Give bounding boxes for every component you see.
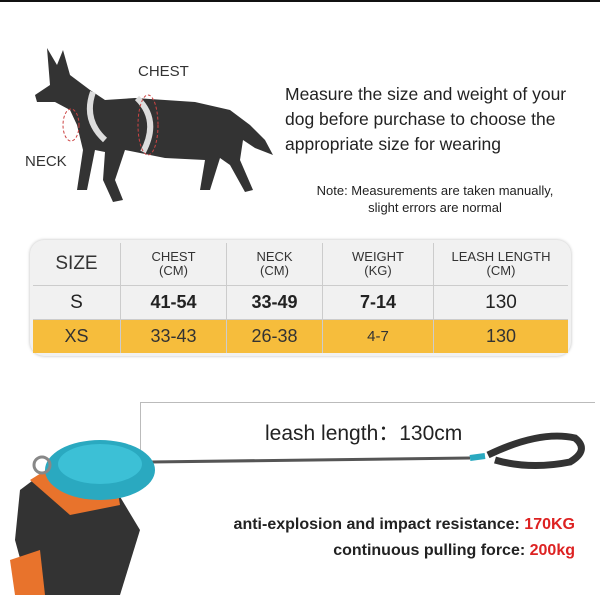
chest-label: CHEST bbox=[138, 63, 189, 80]
leash-measure-tick bbox=[140, 402, 141, 457]
note-line-2: slight errors are normal bbox=[368, 200, 502, 215]
cell-size: XS bbox=[33, 319, 121, 353]
cell-neck: 26-38 bbox=[226, 319, 323, 353]
cell-size: S bbox=[33, 285, 121, 320]
header-unit: (CM) bbox=[260, 263, 289, 278]
top-border bbox=[0, 0, 600, 2]
header-unit: (CM) bbox=[486, 263, 516, 278]
header-label: WEIGHT bbox=[352, 249, 404, 264]
neck-label: NECK bbox=[25, 153, 67, 170]
cell-leash: 130 bbox=[433, 319, 568, 353]
header-label: LEASH LENGTH bbox=[451, 249, 551, 264]
header-chest: CHEST (CM) bbox=[120, 243, 227, 286]
cell-weight: 4-7 bbox=[322, 319, 434, 353]
header-leash-length: LEASH LENGTH (CM) bbox=[433, 243, 568, 286]
harness-leash-product-image bbox=[10, 432, 585, 595]
spec-text: anti-explosion and impact resistance: bbox=[233, 516, 525, 533]
cell-chest: 33-43 bbox=[120, 319, 227, 353]
cell-leash: 130 bbox=[433, 285, 568, 320]
note-line-1: Note: Measurements are taken manually, bbox=[316, 183, 554, 198]
header-unit: (KG) bbox=[364, 263, 392, 278]
intro-text: Measure the size and weight of your dog … bbox=[285, 84, 567, 154]
leash-length-label: leash length：130cm bbox=[265, 422, 463, 445]
cell-chest: 41-54 bbox=[120, 285, 227, 320]
spec-text: continuous pulling force: bbox=[333, 542, 530, 559]
spec-value: 170KG bbox=[524, 516, 575, 533]
impact-resistance-spec: anti-explosion and impact resistance: 17… bbox=[234, 516, 575, 534]
header-label: NECK bbox=[256, 249, 293, 264]
cell-neck: 33-49 bbox=[226, 285, 323, 320]
header-weight: WEIGHT (KG) bbox=[322, 243, 434, 286]
table-row: S 41-54 33-49 7-14 130 bbox=[33, 285, 568, 320]
header-neck: NECK (CM) bbox=[226, 243, 323, 286]
dog-silhouette-illustration bbox=[35, 48, 273, 202]
pulling-force-spec: continuous pulling force: 200kg bbox=[333, 542, 575, 560]
table-row-highlighted: XS 33-43 26-38 4-7 130 bbox=[33, 319, 568, 353]
leash-measure-line bbox=[140, 402, 595, 403]
cell-weight: 7-14 bbox=[322, 285, 434, 320]
header-size: SIZE bbox=[33, 243, 121, 286]
header-unit: (CM) bbox=[159, 263, 188, 278]
header-label: CHEST bbox=[151, 249, 196, 264]
table-header-row: SIZE CHEST (CM) NECK (CM) WEIGHT (KG) LEASH… bbox=[33, 243, 568, 286]
note-text: Note: Measurements are taken manually, s… bbox=[290, 182, 580, 216]
size-table: SIZE CHEST (CM) NECK (CM) WEIGHT (KG) LEASH… bbox=[33, 243, 568, 353]
spec-value: 200kg bbox=[529, 542, 575, 559]
